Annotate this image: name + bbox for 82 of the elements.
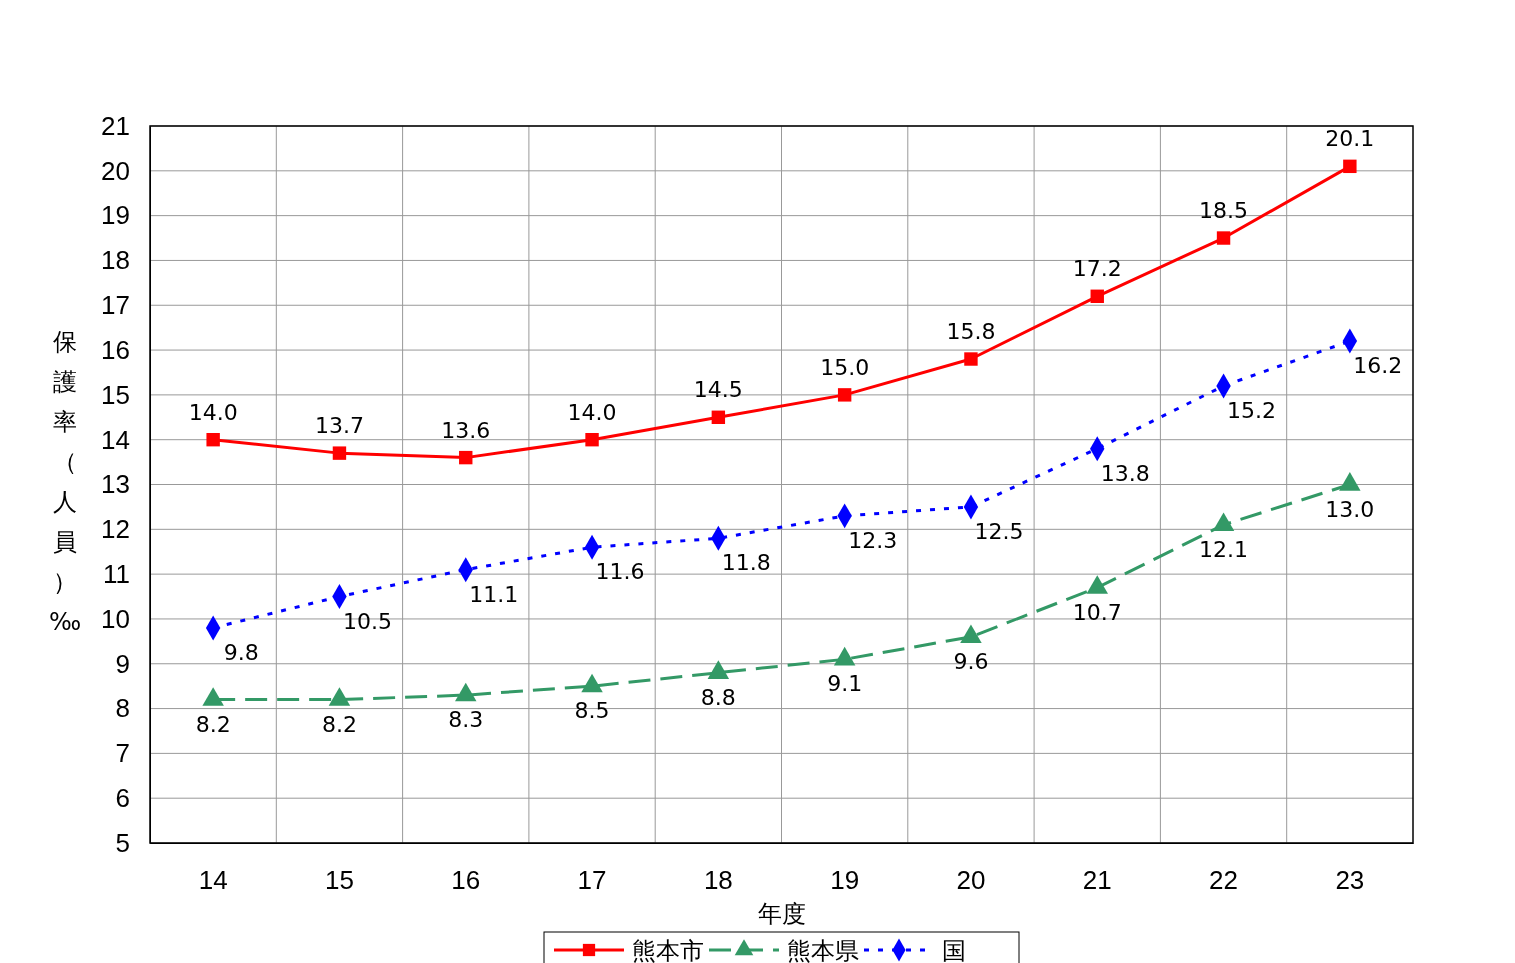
y-tick-label: 9 [115,648,130,679]
data-label: 15.8 [946,319,996,345]
point [711,410,726,424]
point [1216,231,1231,245]
point [206,432,220,447]
point [1339,472,1361,491]
x-tick-label: 16 [451,865,481,896]
data-label: 9.1 [827,671,863,697]
y-tick-label: 8 [115,693,130,724]
point [455,682,477,702]
point [1212,512,1235,532]
y-tick-label: 6 [115,783,130,814]
data-label: 10.7 [1072,599,1122,625]
y-tick-label: 21 [101,110,130,141]
data-label: 11.8 [721,550,771,576]
point [332,446,347,460]
point [833,646,856,666]
y-tick-label: 15 [101,379,130,410]
y-tick-label: 7 [115,738,130,769]
y-tick-label: 11 [103,558,130,589]
y-tick-label: 10 [101,603,130,634]
point [837,388,852,402]
data-label: 13.8 [1100,460,1150,486]
point [585,432,599,447]
legend-label: 国 [942,937,966,963]
data-label: 17.2 [1072,256,1122,282]
data-label: 14.5 [693,377,743,403]
data-label: 20.1 [1325,126,1375,152]
y-tick-label: 18 [101,245,130,276]
data-label: 12.5 [974,518,1024,544]
point [459,450,473,465]
x-axis-title: 年度 [757,900,806,928]
point [328,687,351,706]
data-label: 11.1 [469,581,519,607]
data-label: 15.2 [1227,397,1277,423]
point [581,673,603,693]
x-tick-label: 15 [324,865,354,896]
legend-label: 熊本県 [787,937,859,963]
y-tick-label: 17 [101,290,130,321]
data-label: 11.6 [595,559,645,585]
data-label: 8.2 [195,711,231,737]
data-label: 13.6 [441,417,491,443]
data-label: 14.0 [567,399,617,425]
point [1090,289,1104,303]
y-tick-label: 20 [101,155,130,186]
x-tick-label: 17 [577,865,607,896]
data-label: 9.6 [953,648,989,674]
x-tick-label: 21 [1082,865,1112,896]
data-label: 9.8 [223,639,259,665]
data-label: 16.2 [1353,353,1403,379]
data-label: 8.2 [321,711,357,737]
data-label: 10.5 [342,608,392,634]
data-label: 15.0 [820,354,870,380]
y-tick-label: 13 [101,469,130,500]
point [1086,575,1108,594]
data-label: 14.0 [188,399,238,425]
point [202,687,224,706]
point [1343,159,1357,174]
legend-label: 熊本市 [632,937,704,963]
x-tick-label: 14 [198,865,228,896]
data-label: 13.7 [314,413,364,439]
point [707,660,730,679]
y-tick-label: 19 [101,200,130,231]
data-label: 8.3 [448,707,484,733]
point [960,624,982,644]
x-tick-label: 19 [830,865,860,896]
x-tick-label: 22 [1209,865,1239,896]
point [964,352,978,366]
data-label: 12.1 [1199,536,1249,562]
y-tick-label: 16 [101,334,130,365]
data-label: 8.8 [700,684,736,710]
y-tick-label: 5 [115,827,130,858]
y-axis-title: 保護率（人員）‰ [48,328,82,636]
y-tick-label: 12 [101,514,130,545]
data-label: 8.5 [574,698,610,724]
data-label: 18.5 [1199,198,1249,224]
x-tick-label: 23 [1335,865,1365,896]
x-tick-label: 18 [703,865,733,896]
data-label: 13.0 [1325,496,1375,522]
y-tick-label: 14 [101,424,130,455]
data-label: 12.3 [848,527,898,553]
x-tick-label: 20 [956,865,986,896]
